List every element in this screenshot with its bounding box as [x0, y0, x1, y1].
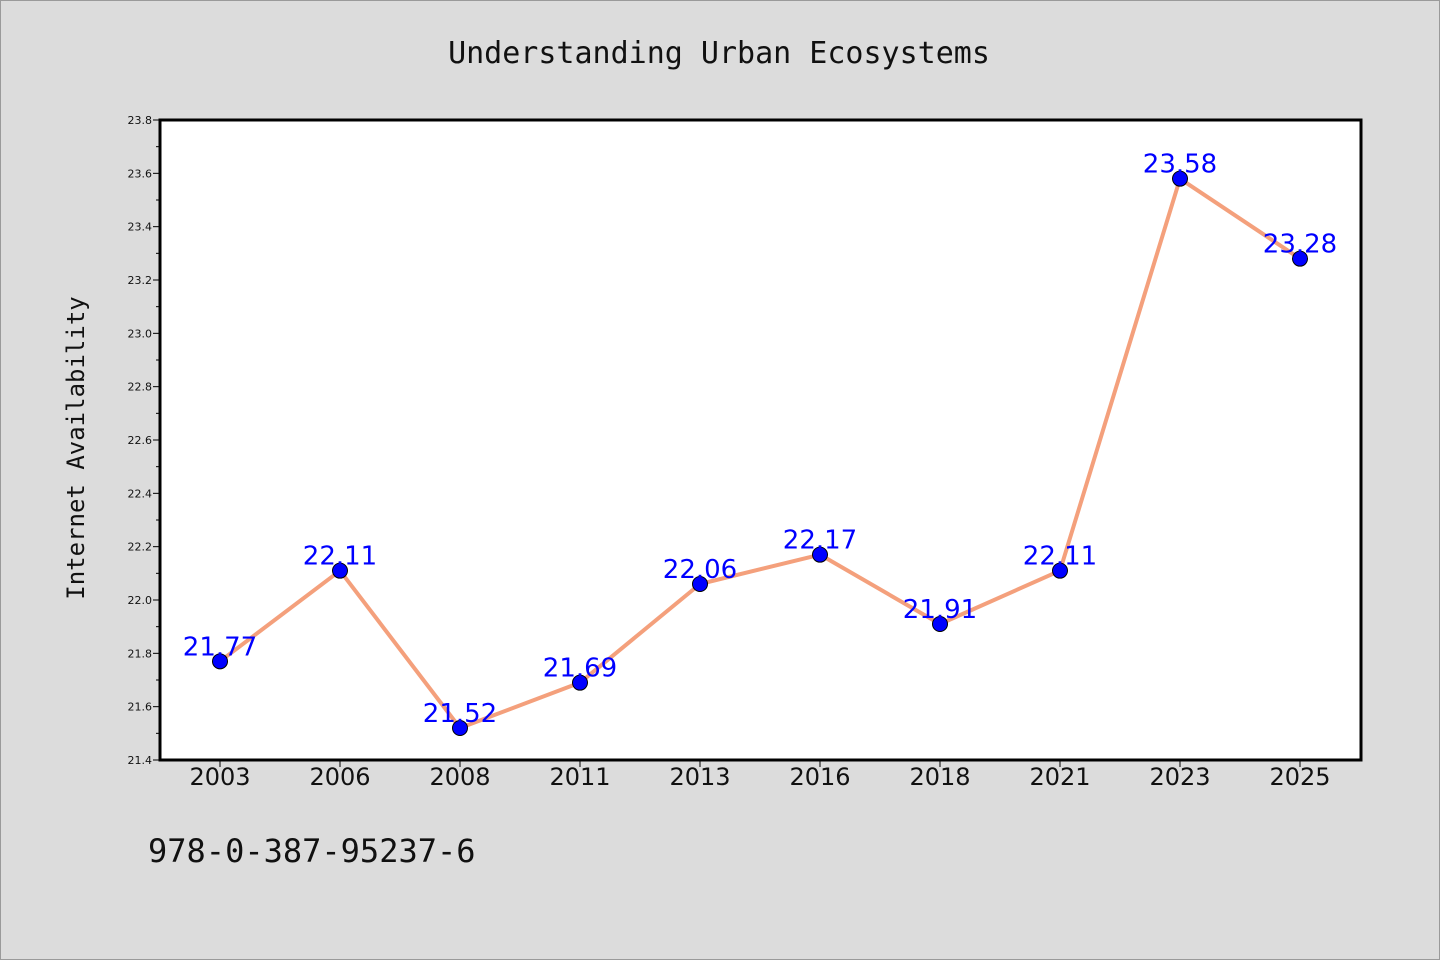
data-point-marker	[212, 653, 228, 670]
data-label: 22.11	[303, 542, 377, 572]
data-label: 21.69	[543, 654, 617, 684]
series-layer	[212, 170, 1308, 736]
y-axis-label: Internet Availability	[62, 296, 90, 599]
series-line	[218, 176, 1302, 730]
y-tick-label: 23.6	[128, 167, 153, 180]
data-point-marker	[812, 546, 828, 563]
data-label: 22.17	[783, 526, 857, 556]
data-label: 21.91	[903, 595, 977, 625]
y-tick-label: 21.8	[128, 647, 153, 660]
y-tick-label: 23.0	[128, 327, 153, 340]
data-label: 23.58	[1143, 150, 1217, 180]
y-tick-label: 21.4	[128, 754, 153, 767]
data-point-marker	[692, 576, 708, 592]
data-point-marker	[332, 562, 348, 579]
data-label: 23.28	[1263, 230, 1337, 260]
data-label: 22.06	[663, 555, 737, 585]
plot-area	[158, 118, 1363, 762]
y-tick-label: 23.8	[128, 114, 153, 127]
data-label-layer: 21.77 22.11 21.52 21.69 22.06 22.17 21.91 22.11…	[183, 150, 1337, 729]
data-point-marker	[572, 674, 588, 691]
x-tick-label: 2021	[1029, 763, 1090, 791]
y-axis: 21.4 21.6 21.8 22.0 22.2 22.4 22.6 22.8 23.0 23.2…	[128, 114, 160, 767]
data-point-marker	[1172, 170, 1188, 187]
data-label: 21.77	[183, 632, 257, 662]
data-label: 22.11	[1023, 542, 1097, 572]
x-tick-label: 2011	[549, 763, 610, 791]
data-label: 21.52	[423, 699, 497, 729]
y-tick-label: 22.6	[128, 434, 153, 447]
data-point-marker	[452, 720, 468, 736]
y-tick-label: 23.2	[128, 274, 153, 287]
x-tick-label: 2016	[789, 763, 850, 791]
y-tick-label: 22.2	[128, 541, 153, 554]
footer-code: 978-0-387-95237-6	[148, 832, 476, 870]
y-tick-label: 23.4	[128, 221, 153, 234]
data-point-marker	[1292, 250, 1308, 267]
x-tick-label: 2008	[429, 763, 490, 791]
y-tick-label: 22.0	[128, 594, 153, 607]
x-axis: 2003 2006 2008 2011 2013 2016 2018 2021 2023 2025	[189, 760, 1331, 791]
x-tick-label: 2025	[1269, 763, 1330, 791]
y-tick-label: 21.6	[128, 701, 153, 714]
chart-title: Understanding Urban Ecosystems	[448, 36, 990, 71]
y-tick-label: 22.8	[128, 381, 153, 394]
x-tick-label: 2023	[1149, 763, 1210, 791]
data-point-marker	[1052, 562, 1068, 579]
x-tick-label: 2003	[189, 763, 250, 791]
data-point-marker	[932, 616, 948, 632]
x-tick-label: 2006	[309, 763, 370, 791]
x-tick-label: 2018	[909, 763, 970, 791]
x-tick-label: 2013	[669, 763, 730, 791]
y-tick-label: 22.4	[128, 487, 153, 500]
